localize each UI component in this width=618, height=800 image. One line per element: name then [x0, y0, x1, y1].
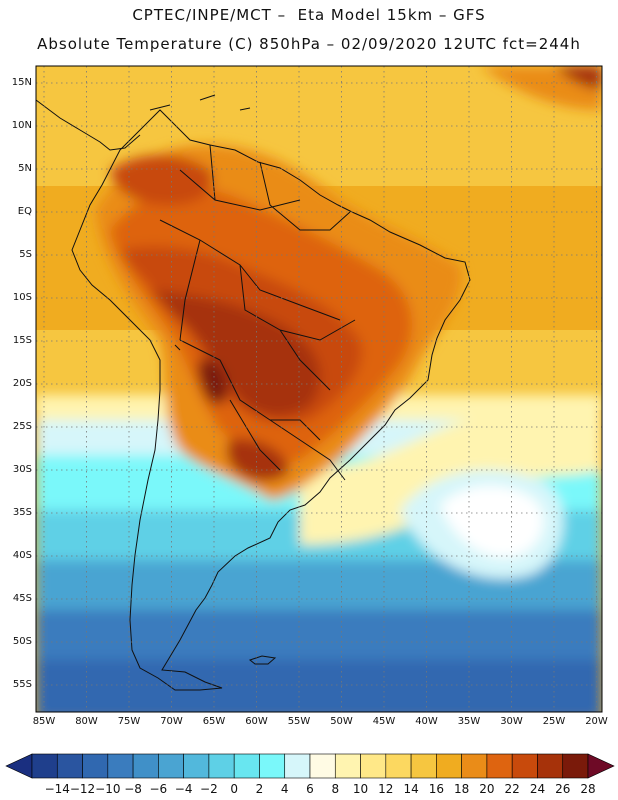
lon-label: 70W	[160, 716, 183, 727]
colorbar-swatch	[360, 753, 387, 779]
colorbar-swatch	[537, 753, 564, 779]
central-america-outline	[36, 99, 141, 151]
map-frame	[35, 65, 603, 713]
colorbar-label: −2	[200, 782, 218, 796]
lat-label: 15S	[12, 335, 32, 346]
colorbar-swatch	[132, 753, 159, 779]
colorbar-label: 14	[403, 782, 419, 796]
colorbar-swatch	[334, 753, 361, 779]
colorbar-label: 26	[555, 782, 571, 796]
colorbar-label: 8	[331, 782, 340, 796]
falkland-islands	[248, 655, 277, 665]
colorbar	[5, 753, 615, 779]
colorbar-swatch	[107, 753, 134, 779]
lat-label: 50S	[12, 636, 32, 647]
lat-label: 20S	[12, 378, 32, 389]
south-america-outline	[71, 109, 471, 691]
lon-label: 55W	[287, 716, 311, 727]
colorbar-swatch	[56, 753, 83, 779]
colorbar-swatch	[309, 753, 336, 779]
lon-label: 85W	[32, 716, 56, 727]
lat-label: 45S	[12, 593, 32, 604]
lat-label: 10S	[12, 292, 32, 303]
colorbar-swatch	[259, 753, 286, 779]
lon-label: 20W	[585, 716, 608, 727]
colorbar-swatch	[511, 753, 538, 779]
colorbar-low-arrow	[5, 753, 33, 779]
lat-label: 40S	[12, 550, 32, 561]
colorbar-label: 20	[479, 782, 495, 796]
colorbar-swatch	[233, 753, 260, 779]
colorbar-label: 2	[255, 782, 264, 796]
colorbar-label: 24	[529, 782, 546, 796]
colorbar-swatch	[208, 753, 235, 779]
colorbar-label: 18	[453, 782, 470, 796]
colorbar-label: 4	[280, 782, 289, 796]
colorbar-swatch	[410, 753, 437, 779]
colorbar-swatch	[385, 753, 412, 779]
colorbar-label: −6	[149, 782, 168, 796]
colorbar-label: 28	[580, 782, 596, 796]
colorbar-swatch	[158, 753, 184, 779]
lon-label: 30W	[500, 716, 523, 727]
lon-label: 45W	[372, 716, 396, 727]
colorbar-label: −14	[44, 782, 70, 796]
colorbar-label: 16	[428, 782, 444, 796]
lat-label: 35S	[12, 507, 32, 518]
lat-label: 5N	[18, 163, 32, 174]
colorbar-swatch	[82, 753, 109, 779]
colorbar-label: 6	[306, 782, 314, 796]
lon-label: 80W	[75, 716, 98, 727]
colorbar-swatch	[284, 753, 311, 779]
country-borders	[159, 144, 356, 481]
lat-label: 25S	[12, 421, 32, 432]
colorbar-label: −4	[174, 782, 193, 796]
lon-label: 60W	[245, 716, 268, 727]
temperature-field	[36, 66, 602, 712]
colorbar-high-arrow	[587, 753, 615, 779]
lon-label: 40W	[415, 716, 438, 727]
lat-label: EQ	[17, 206, 32, 217]
lat-label: 55S	[12, 679, 32, 690]
colorbar-swatch	[31, 753, 58, 779]
chart-subtitle: Absolute Temperature (C) 850hPa – 02/09/…	[37, 35, 581, 53]
chart-title: CPTEC/INPE/MCT – Eta Model 15km – GFS	[132, 6, 486, 24]
colorbar-swatch	[562, 753, 589, 779]
colorbar-label: 10	[352, 782, 369, 796]
lon-label: 25W	[542, 716, 566, 727]
lon-label: 65W	[202, 716, 226, 727]
lat-label: 15N	[11, 77, 32, 88]
colorbar-label: −8	[124, 782, 142, 796]
lake-titicaca	[174, 344, 181, 351]
colorbar-swatch	[486, 753, 513, 779]
colorbar-label: 0	[230, 782, 238, 796]
lat-label: 5S	[19, 249, 32, 260]
colorbar-label: −10	[95, 782, 121, 796]
colorbar-swatch	[183, 753, 210, 779]
lon-label: 75W	[117, 716, 141, 727]
colorbar-swatch	[436, 753, 462, 779]
colorbar-label: 22	[504, 782, 520, 796]
lon-label: 35W	[457, 716, 481, 727]
colorbar-label: −12	[69, 782, 96, 796]
lon-label: 50W	[330, 716, 353, 727]
caribbean-islands	[149, 94, 251, 111]
lat-label: 10N	[11, 120, 32, 131]
lat-label: 30S	[12, 464, 32, 475]
coastlines	[36, 94, 471, 691]
colorbar-label: 12	[378, 782, 394, 796]
colorbar-swatch	[461, 753, 488, 779]
